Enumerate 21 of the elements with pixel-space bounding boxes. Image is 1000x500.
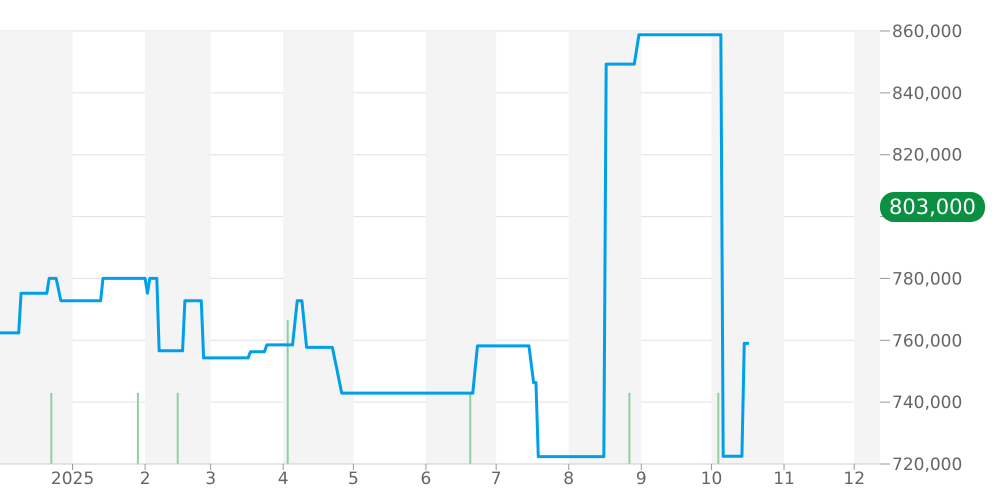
y-tick-label: 720,000 [892, 455, 962, 476]
x-tick-label: 11 [773, 469, 795, 490]
x-tick-label: 2 [140, 469, 151, 490]
x-tick-label: 5 [348, 469, 359, 490]
x-tick-label: 2025 [50, 469, 94, 490]
x-tick-label: 4 [278, 469, 289, 490]
x-tick-label: 7 [490, 469, 502, 490]
x-tick-label: 6 [420, 469, 432, 490]
x-tick-label: 8 [563, 469, 574, 490]
text: 803,000 [880, 192, 985, 222]
y-tick-label: 860,000 [892, 22, 962, 42]
line-series [0, 33, 750, 458]
x-tick-label: 12 [843, 469, 866, 490]
y-tick-label: 740,000 [892, 393, 962, 414]
x-tick-label: 10 [700, 469, 722, 490]
x-tick-label: 9 [636, 469, 647, 490]
x-tick-label: 3 [205, 469, 216, 490]
y-tick-label: 840,000 [892, 84, 962, 104]
y-tick-label: 820,000 [892, 146, 962, 166]
y-tick-label: 780,000 [892, 269, 962, 290]
y-tick-label: 760,000 [892, 331, 962, 352]
